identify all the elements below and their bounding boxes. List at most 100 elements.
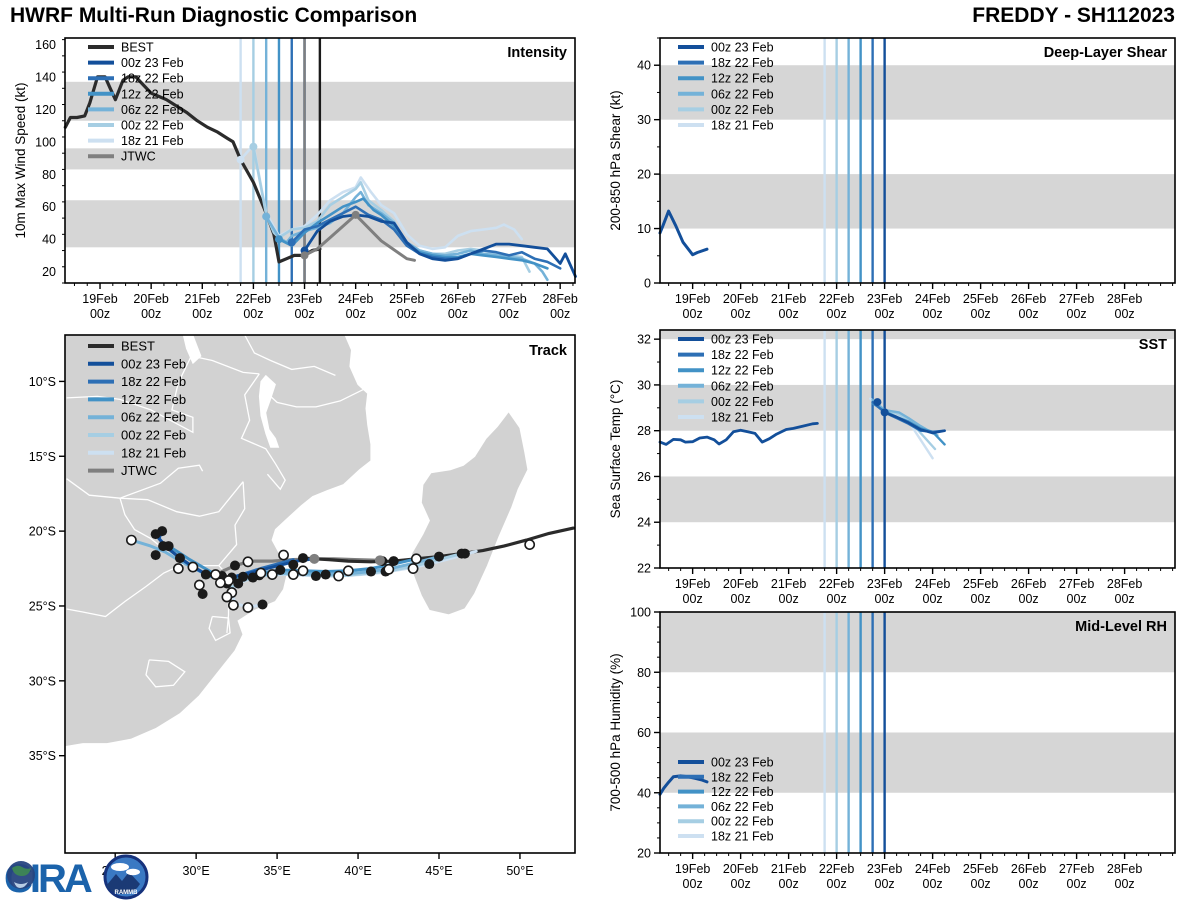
init-dot bbox=[249, 142, 258, 151]
lake bbox=[258, 374, 280, 448]
init-dot bbox=[287, 238, 296, 247]
init-dot bbox=[274, 235, 283, 244]
x-tick-label: 22Feb bbox=[819, 292, 854, 306]
x-tick-label: 00z bbox=[1019, 307, 1039, 321]
x-tick-label: 00z bbox=[550, 307, 570, 321]
track-point-open bbox=[187, 561, 199, 573]
panel-title: Intensity bbox=[507, 45, 567, 61]
x-tick-label: 00z bbox=[875, 877, 895, 891]
y-tick-label: 10 bbox=[637, 222, 651, 236]
x-tick-label: 26Feb bbox=[1011, 862, 1046, 876]
track-point-filled bbox=[158, 541, 169, 552]
track-point-open bbox=[172, 563, 184, 574]
x-tick-label: 23Feb bbox=[867, 862, 902, 876]
x-tick-label: 00z bbox=[192, 307, 212, 321]
rammb-logo: RAMMB bbox=[103, 854, 149, 900]
panel-frame bbox=[64, 37, 576, 284]
cira-rammb-logos: CIRA RAMMB bbox=[4, 854, 149, 900]
x-tick-label: 00z bbox=[731, 592, 751, 606]
country-border bbox=[208, 615, 231, 642]
country-border bbox=[240, 373, 286, 491]
track-point-open bbox=[125, 534, 137, 546]
legend-label: 18z 21 Feb bbox=[711, 830, 774, 844]
x-tick-label: 00z bbox=[875, 307, 895, 321]
x-tick-label: 27Feb bbox=[1059, 577, 1094, 591]
x-tick-label: 00z bbox=[243, 307, 263, 321]
legend-label: 06z 22 Feb bbox=[711, 379, 774, 393]
x-tick-label: 24Feb bbox=[338, 292, 373, 306]
track-point-filled bbox=[150, 529, 161, 540]
country-border bbox=[244, 335, 336, 376]
legend-label: 06z 22 Feb bbox=[121, 103, 184, 117]
y-tick-label: 0 bbox=[644, 277, 651, 291]
y-tick-label: 100 bbox=[630, 606, 651, 620]
x-tick-label: 00z bbox=[971, 592, 991, 606]
legend-label: 12z 22 Feb bbox=[121, 87, 184, 101]
track-point-filled bbox=[320, 569, 331, 580]
track-point-gray bbox=[374, 555, 385, 566]
track-point-filled bbox=[257, 599, 268, 610]
track-point-filled bbox=[456, 548, 467, 559]
x-tick-label: 19Feb bbox=[675, 292, 710, 306]
y-tick-label: 22 bbox=[637, 562, 651, 576]
init-dot bbox=[300, 251, 309, 260]
lon-tick-label: 35°E bbox=[263, 864, 290, 878]
x-tick-label: 00z bbox=[779, 877, 799, 891]
legend-label: 12z 22 Feb bbox=[711, 364, 774, 378]
country-border bbox=[66, 478, 121, 499]
y-tick-label: 30 bbox=[637, 113, 651, 127]
panel-intensity: 19Feb00z20Feb00z21Feb00z22Feb00z23Feb00z… bbox=[13, 37, 578, 321]
globe-continent bbox=[12, 865, 31, 876]
x-tick-label: 22Feb bbox=[819, 862, 854, 876]
x-tick-label: 21Feb bbox=[771, 292, 806, 306]
lat-tick-label: 15°S bbox=[29, 450, 56, 464]
panel-sst: 19Feb00z20Feb00z21Feb00z22Feb00z23Feb00z… bbox=[608, 329, 1176, 606]
track-point-gray bbox=[309, 553, 320, 564]
track-point-filled bbox=[150, 550, 161, 561]
x-tick-label: 00z bbox=[683, 877, 703, 891]
x-tick-label: 00z bbox=[448, 307, 468, 321]
storm-title: FREDDY - SH112023 bbox=[972, 4, 1175, 27]
y-tick-label: 140 bbox=[35, 70, 56, 84]
country-border bbox=[218, 481, 246, 567]
legend-label: 12z 22 Feb bbox=[121, 392, 186, 407]
x-tick-label: 23Feb bbox=[867, 292, 902, 306]
y-tick-label: 20 bbox=[637, 847, 651, 861]
lon-tick-label: 45°E bbox=[425, 864, 452, 878]
x-tick-label: 24Feb bbox=[915, 292, 950, 306]
legend-label: 06z 22 Feb bbox=[711, 800, 774, 814]
y-tick-label: 20 bbox=[42, 265, 56, 279]
track-BEST bbox=[303, 526, 575, 564]
track-point-open bbox=[297, 565, 309, 577]
x-tick-label: 28Feb bbox=[542, 292, 577, 306]
category-band bbox=[660, 65, 1175, 120]
track-point-open bbox=[333, 570, 345, 582]
legend-label: 06z 22 Feb bbox=[121, 410, 186, 425]
track-point-filled bbox=[310, 571, 321, 582]
y-tick-label: 20 bbox=[637, 168, 651, 182]
track-point-filled bbox=[388, 556, 399, 567]
x-tick-label: 25Feb bbox=[963, 862, 998, 876]
x-tick-label: 00z bbox=[90, 307, 110, 321]
y-tick-label: 40 bbox=[42, 233, 56, 247]
y-tick-label: 80 bbox=[42, 168, 56, 182]
track-point-open bbox=[227, 599, 239, 611]
series-00z 23 Feb bbox=[303, 213, 577, 278]
x-tick-label: 20Feb bbox=[723, 862, 758, 876]
track-point-open bbox=[242, 602, 254, 613]
legend-label: JTWC bbox=[121, 150, 156, 164]
legend-label: BEST bbox=[121, 41, 154, 55]
series-00z 23 Feb bbox=[883, 411, 946, 435]
legend-label: 18z 22 Feb bbox=[711, 56, 774, 70]
legend-label: 18z 22 Feb bbox=[121, 72, 184, 86]
country-border bbox=[66, 563, 184, 618]
x-tick-label: 00z bbox=[731, 307, 751, 321]
category-band bbox=[660, 174, 1175, 229]
lon-tick-label: 30°E bbox=[183, 864, 210, 878]
x-tick-label: 00z bbox=[1067, 592, 1087, 606]
track-point-open bbox=[242, 556, 254, 568]
x-tick-label: 21Feb bbox=[185, 292, 220, 306]
legend-label: 12z 22 Feb bbox=[711, 785, 774, 799]
lat-tick-label: 35°S bbox=[29, 749, 56, 763]
